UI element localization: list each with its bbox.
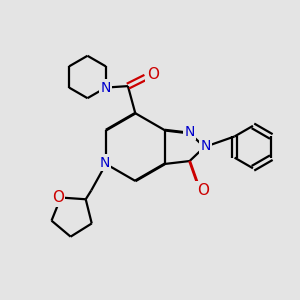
Text: N: N xyxy=(99,155,110,170)
Text: N: N xyxy=(201,139,211,153)
Text: N: N xyxy=(100,81,111,94)
Text: N: N xyxy=(184,124,195,139)
Text: O: O xyxy=(147,67,159,82)
Text: O: O xyxy=(52,190,64,205)
Text: O: O xyxy=(197,183,209,198)
